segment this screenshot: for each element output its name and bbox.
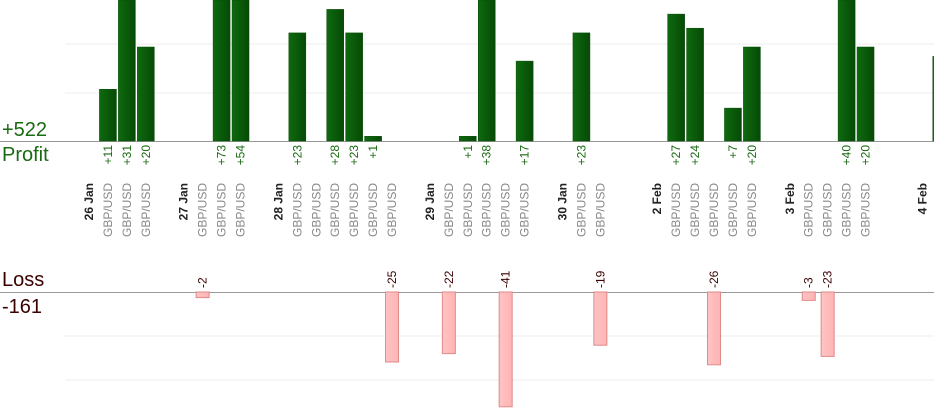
loss-total: -161	[2, 296, 43, 318]
pair-label: GBP/USD	[802, 183, 816, 237]
profit-bar	[212, 0, 231, 142]
profit-value-label: +1	[461, 145, 475, 159]
pair-label: GBP/USD	[328, 183, 342, 237]
profit-bar	[856, 46, 875, 142]
date-label: 27 Jan	[177, 183, 191, 220]
profit-value-label: +20	[745, 145, 759, 166]
pair-label: GBP/USD	[707, 183, 721, 237]
profit-value-label: +38	[480, 145, 494, 166]
pair-label: GBP/USD	[518, 183, 532, 237]
profit-bar	[686, 27, 704, 142]
pair-label: GBP/USD	[290, 183, 304, 237]
loss-bar	[195, 291, 210, 299]
profit-value-label: +27	[669, 145, 683, 166]
profit-value-label: +23	[574, 145, 588, 166]
profit-bar	[288, 32, 307, 142]
date-label: 29 Jan	[423, 183, 437, 220]
loss-bar	[801, 291, 816, 301]
profit-value-label: +54	[234, 145, 248, 166]
loss-value-label: -19	[593, 270, 607, 288]
profit-value-label: +20	[859, 145, 873, 166]
profit-value-label: +11	[101, 145, 115, 165]
profit-value-label: +28	[328, 145, 342, 166]
profit-bar	[118, 0, 136, 142]
profit-total: +522	[2, 119, 48, 141]
pair-label: GBP/USD	[196, 183, 210, 237]
date-label: 28 Jan	[271, 183, 285, 220]
pair-label: GBP/USD	[139, 183, 153, 237]
pair-label: GBP/USD	[120, 183, 134, 237]
loss-value-label: -23	[821, 270, 835, 288]
profit-bar	[477, 0, 496, 142]
profit-value-label: +23	[347, 145, 361, 166]
pair-label: GBP/USD	[101, 183, 115, 237]
date-label: 3 Feb	[783, 183, 797, 214]
pair-label: GBP/USD	[215, 183, 229, 237]
pair-label: GBP/USD	[745, 183, 759, 237]
profit-value-label: +17	[518, 145, 532, 166]
profit-bar	[572, 32, 591, 142]
profit-bar	[932, 56, 934, 142]
profit-value-label: +1	[366, 145, 380, 159]
loss-value-label: -25	[385, 270, 399, 288]
profit-value-label: +40	[840, 145, 854, 166]
date-label: 26 Jan	[82, 183, 96, 220]
profit-bar	[364, 136, 382, 142]
profit-bar	[459, 136, 477, 142]
loss-value-label: -3	[802, 277, 816, 288]
profit-value-label: +73	[215, 145, 229, 166]
profit-bar	[667, 13, 685, 142]
profit-bar	[345, 32, 363, 142]
loss-value-label: -41	[499, 270, 513, 288]
pair-label: GBP/USD	[461, 183, 475, 237]
loss-bar	[385, 291, 400, 363]
pair-label: GBP/USD	[234, 183, 248, 237]
pair-label: GBP/USD	[840, 183, 854, 237]
pair-label: GBP/USD	[574, 183, 588, 237]
pair-label: GBP/USD	[499, 183, 513, 237]
profit-value-label: +7	[726, 145, 740, 159]
date-label: 30 Jan	[556, 183, 570, 220]
profit-bar	[743, 46, 761, 142]
pair-label: GBP/USD	[442, 183, 456, 237]
profit-bar	[99, 89, 117, 142]
pair-label: GBP/USD	[347, 183, 361, 237]
profit-label: Profit	[2, 144, 49, 166]
date-label: 2 Feb	[650, 183, 664, 214]
loss-bar	[707, 291, 722, 366]
loss-bar	[820, 291, 835, 357]
pair-label: GBP/USD	[593, 183, 607, 237]
pair-label: GBP/USD	[366, 183, 380, 237]
pair-label: GBP/USD	[385, 183, 399, 237]
loss-value-label: -2	[196, 277, 210, 288]
pair-label: GBP/USD	[480, 183, 494, 237]
date-label: 4 Feb	[915, 183, 929, 214]
loss-bar	[593, 291, 608, 346]
loss-value-label: -26	[707, 270, 721, 288]
profit-value-label: +24	[688, 145, 702, 166]
profit-bar	[231, 0, 250, 142]
pair-label: GBP/USD	[859, 183, 873, 237]
profit-bar	[326, 9, 344, 142]
profit-bar	[724, 107, 742, 142]
loss-value-label: -22	[442, 270, 456, 288]
pair-label: GBP/USD	[309, 183, 323, 237]
profit-bar	[137, 46, 155, 142]
loss-bar	[498, 291, 513, 408]
pair-label: GBP/USD	[821, 183, 835, 237]
profit-bar	[837, 0, 856, 142]
profit-value-label: +31	[120, 145, 134, 166]
pair-label: GBP/USD	[726, 183, 740, 237]
pair-label: GBP/USD	[688, 183, 702, 237]
loss-bar	[441, 291, 456, 355]
profit-bar	[515, 60, 534, 142]
profit-value-label: +23	[290, 145, 304, 166]
pair-label: GBP/USD	[669, 183, 683, 237]
profit-value-label: +20	[139, 145, 153, 166]
loss-label: Loss	[2, 269, 45, 291]
